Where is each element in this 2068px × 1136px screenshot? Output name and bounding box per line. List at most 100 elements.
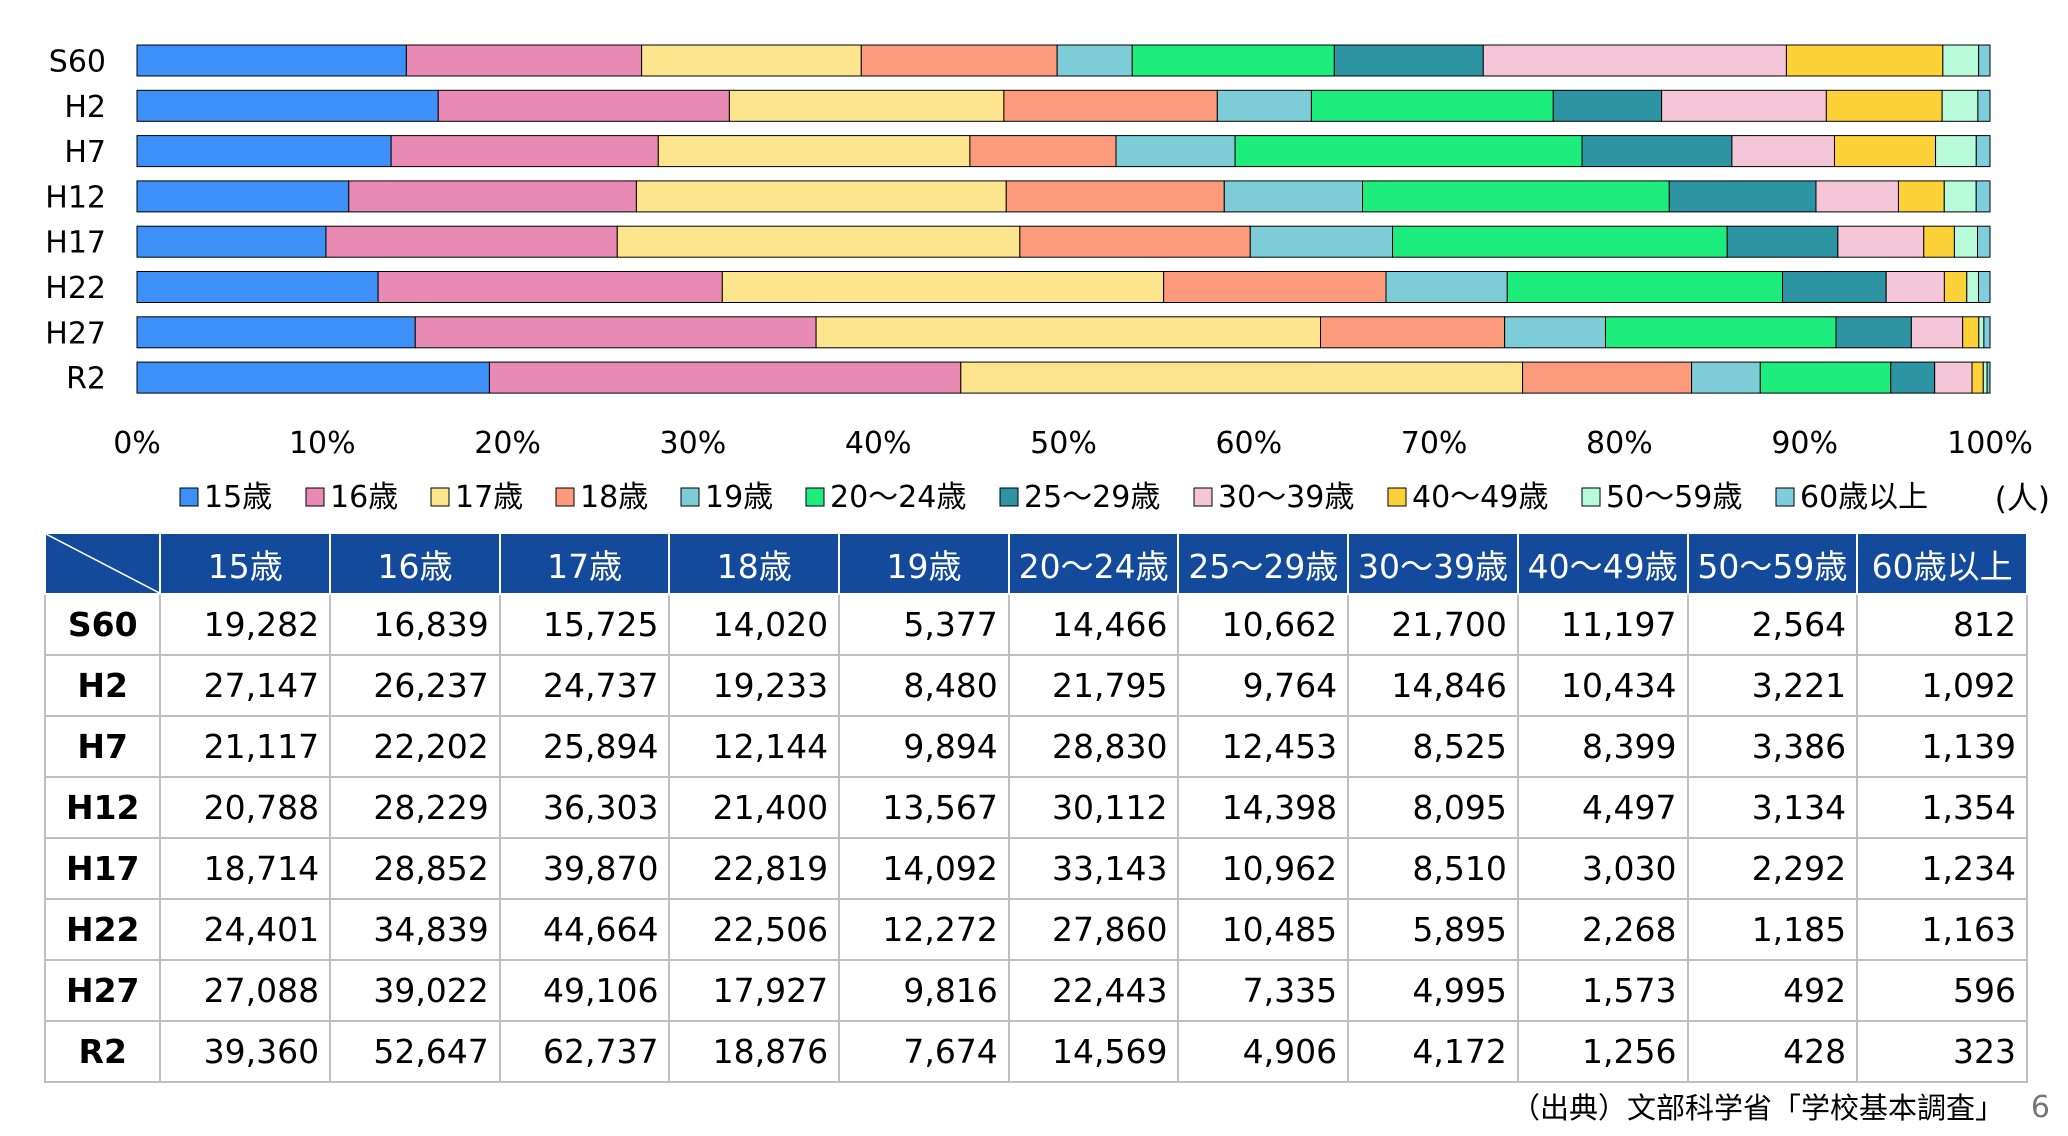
bar-segment [1482, 44, 1787, 77]
table-row-label: H7 [43, 715, 162, 778]
bar-segment [860, 44, 1058, 77]
table-cell: 5,895 [1347, 898, 1519, 961]
table-cell: 8,510 [1347, 837, 1519, 900]
table-cell: 24,737 [498, 654, 671, 717]
table-row: H27 27,088 39,022 49,106 17,927 9,816 22,443 7,… [43, 959, 2028, 1022]
bar-segment [1986, 361, 1991, 394]
legend-swatch [999, 487, 1019, 507]
bar-segment [1977, 89, 1991, 122]
bar-segment [1910, 316, 1964, 349]
bar-segment [1333, 44, 1484, 77]
bar-segment [1975, 135, 1991, 168]
bar-segment [728, 89, 1005, 122]
table-header-cell: 17歳 [498, 532, 671, 595]
table-cell: 39,360 [159, 1020, 332, 1083]
bar-segment [136, 316, 416, 349]
bar-segment [1310, 89, 1554, 122]
bar-segment [1019, 225, 1251, 258]
table-cell: 14,398 [1177, 776, 1350, 839]
legend-label: 25～29歳 [1024, 480, 1160, 515]
legend-swatch [1775, 487, 1795, 507]
table-cell: 39,022 [329, 959, 501, 1022]
table-cell: 18,876 [668, 1020, 841, 1083]
table-cell: 28,852 [329, 837, 501, 900]
table-cell: 10,485 [1177, 898, 1350, 961]
table-header-cell: 15歳 [159, 532, 332, 595]
bar-segment [1522, 361, 1693, 394]
bar-segment [1978, 44, 1991, 77]
table-cell: 17,927 [668, 959, 841, 1022]
table-cell: 14,020 [668, 593, 841, 656]
bar-segment [1223, 180, 1364, 213]
legend-label: 17歳 [455, 480, 523, 515]
table-cell: 596 [1856, 959, 2028, 1022]
bar-segment [1890, 361, 1936, 394]
bar-segment [488, 361, 962, 394]
table-cell: 27,147 [159, 654, 332, 717]
bar-segment [414, 316, 817, 349]
bar-segment [1581, 135, 1733, 168]
bar-segment [1966, 271, 1980, 303]
table-cell: 1,573 [1516, 959, 1689, 1022]
table-cell: 21,400 [668, 776, 841, 839]
bar-segment [1837, 225, 1925, 258]
table-cell: 14,092 [838, 837, 1010, 900]
table-cell: 28,830 [1007, 715, 1180, 778]
table-cell: 14,846 [1347, 654, 1519, 717]
unit-label: (人) [1995, 481, 2050, 517]
legend-swatch [1581, 487, 1601, 507]
legend-label: 50～59歳 [1606, 480, 1742, 515]
table-header-cell: 25～29歳 [1177, 532, 1350, 595]
legend-swatch [1193, 487, 1213, 507]
bar-segment [1506, 271, 1784, 303]
x-tick-label: 70% [1401, 426, 1468, 461]
legend-swatch [430, 487, 450, 507]
bar-segment [405, 44, 643, 77]
table-cell: 1,185 [1686, 898, 1859, 961]
table-row-label: H2 [43, 654, 162, 717]
table-cell: 62,737 [498, 1020, 671, 1083]
bar-segment [1726, 225, 1839, 258]
bar-segment [969, 135, 1117, 168]
bar-segment [136, 135, 392, 168]
table-row: S60 19,282 16,839 15,725 14,020 5,377 14,466 10… [43, 593, 2028, 656]
table-cell: 8,399 [1516, 715, 1689, 778]
table-cell: 1,163 [1856, 898, 2028, 961]
table-header-row: 15歳 16歳 17歳 18歳 19歳 20～24歳 25～29歳 30～39歳… [43, 532, 2028, 595]
bar-segment [1131, 44, 1335, 77]
table-cell: 39,870 [498, 837, 671, 900]
table-cell: 1,234 [1856, 837, 2028, 900]
table-cell: 10,662 [1177, 593, 1350, 656]
bar-segment [390, 135, 659, 168]
x-tick-label: 0% [113, 426, 161, 461]
bar-segment [1216, 89, 1312, 122]
bar-segment [1504, 316, 1606, 349]
legend-swatch [805, 487, 825, 507]
table-cell: 21,700 [1347, 593, 1519, 656]
table-header-cell: 19歳 [838, 532, 1010, 595]
bar-segment [1953, 225, 1979, 258]
category-label: H22 [45, 271, 106, 306]
table-cell: 21,795 [1007, 654, 1180, 717]
table-cell: 9,764 [1177, 654, 1350, 717]
bar-segment [1935, 135, 1977, 168]
bar-segment [1056, 44, 1133, 77]
bar-segment [377, 271, 723, 303]
table-cell: 1,256 [1516, 1020, 1689, 1083]
bar-segment [1942, 44, 1980, 77]
stacked-bar-chart: S60 H2 H7 H12 H17 H22 H27 R20% 10% 20% 30% 40% 50% 60… [45, 44, 2050, 517]
bar-segment [1943, 271, 1968, 303]
bar-segment [1815, 180, 1899, 213]
table-row: H17 18,714 28,852 39,870 22,819 14,092 33,143 1… [43, 837, 2028, 900]
legend-swatch [555, 487, 575, 507]
table-cell: 4,497 [1516, 776, 1689, 839]
table-row: H22 24,401 34,839 44,664 22,506 12,272 27,860 1… [43, 898, 2028, 961]
table-cell: 49,106 [498, 959, 671, 1022]
legend-swatch [179, 487, 199, 507]
bar-segment [635, 180, 1007, 213]
bar-segment [1552, 89, 1663, 122]
table-header-cell: 40～49歳 [1516, 532, 1689, 595]
category-label: R2 [66, 362, 106, 397]
table-row-label: H17 [43, 837, 162, 900]
x-tick-label: 40% [845, 426, 912, 461]
